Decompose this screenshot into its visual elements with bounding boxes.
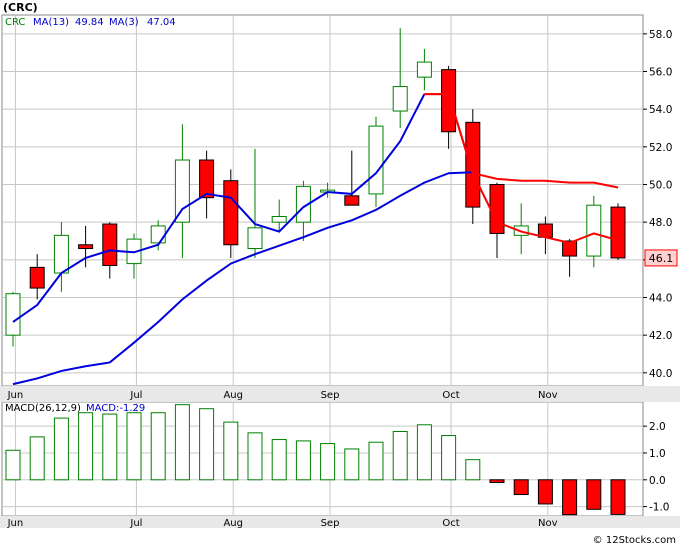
macd-bar [465,459,481,481]
legend-ma13-value: 49.84 [75,17,104,28]
candle-body [586,204,602,257]
macd-bar [489,479,505,483]
macd-bar [126,412,142,481]
candle-body [53,234,69,274]
ma-line-red [424,93,619,244]
x-tick-label: Jun [7,518,24,529]
price-tag-box [644,249,678,267]
y-tick-label: 48.0 [649,217,672,229]
macd-bar [53,417,69,481]
month-strip-bottom [0,516,680,528]
candle-body [247,227,263,250]
macd-bar [392,431,408,481]
candle-body [392,86,408,112]
macd-bar [441,435,457,481]
ma3-line [12,93,426,323]
candle-body [199,159,215,199]
macd-bar [29,436,45,481]
price-tag: 46.1 [649,252,674,265]
macd-bar [247,432,263,481]
chart-title: (CRC) [3,1,38,14]
ma13-line [12,171,473,386]
legend-ma13-label: MA(13) [33,17,69,28]
macd-bar [610,479,626,515]
macd-bar [5,449,21,481]
candle-body [5,293,21,336]
macd-bar [174,404,190,481]
macd-bar [271,439,287,481]
candle-body [29,266,45,289]
month-strip-top [0,386,680,402]
macd-bar [513,479,529,496]
y-tick-label: 0.0 [649,475,666,487]
legend-ma3-value: 47.04 [147,17,176,28]
candle-body [344,195,360,206]
x-tick-label: Jul [129,518,142,529]
macd-bar [368,441,384,481]
candle-body [223,180,239,246]
macd-bar [102,413,118,481]
candle-body [489,183,505,234]
candle-body [102,223,118,266]
x-tick-label: Nov [538,390,558,401]
y-tick-label: -1.0 [649,502,670,514]
y-tick-label: 52.0 [649,142,672,154]
macd-bar [344,448,360,481]
x-tick-label: Jun [7,390,24,401]
candle-body [441,69,457,133]
y-tick-label: 44.0 [649,292,672,304]
macd-bar [223,421,239,481]
macd-bar [586,479,602,510]
candle-body [610,206,626,259]
macd-legend-value: MACD:-1.29 [86,403,145,414]
axis-layer: Jun Jun Jul Jul Aug Aug Sep Sep Oct Oct Nov Nov 40.0… [0,29,680,529]
y-tick-label: 50.0 [649,179,672,191]
x-tick-label: Sep [321,390,340,401]
candle-body [295,185,311,223]
y-tick-label: 1.0 [649,448,666,460]
x-tick-label: Nov [538,518,558,529]
macd-bar [78,412,94,481]
candle-body [562,240,578,257]
y-tick-label: 42.0 [649,330,672,342]
macd-bar [416,424,432,481]
y-tick-label: 56.0 [649,66,672,78]
x-tick-label: Oct [442,390,459,401]
x-tick-label: Oct [442,518,459,529]
candle-body [174,159,190,223]
y-tick-label: 54.0 [649,104,672,116]
watermark: © 12Stocks.com [593,535,676,546]
x-tick-label: Jul [129,390,142,401]
y-tick-label: 40.0 [649,368,672,380]
candle-body [368,125,384,195]
x-tick-label: Aug [223,390,243,401]
candle-body [150,225,166,244]
macd-bar [150,412,166,481]
price-frame [1,14,644,387]
x-tick-label: Aug [223,518,243,529]
macd-bar [295,440,311,481]
y-tick-label: 2.0 [649,421,666,433]
legend-ma3-label: MA(3) [109,17,139,28]
y-tick-label: 58.0 [649,29,672,41]
macd-bar [199,408,215,481]
macd-legend-label: MACD(26,12,9) [5,403,81,414]
x-tick-label: Sep [321,518,340,529]
legend-crc: CRC [5,17,25,28]
candle-body [416,61,432,78]
candle-body [271,216,287,223]
candle-body [465,121,481,208]
macd-bar [562,479,578,516]
macd-bar [537,479,553,505]
candle-body [78,244,94,250]
price-panel [1,14,644,387]
macd-panel [1,401,644,517]
macd-bar [320,443,336,481]
